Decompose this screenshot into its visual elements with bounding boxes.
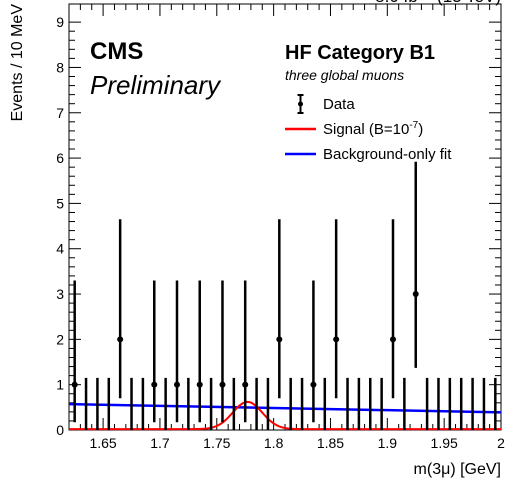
data-marker [219,381,226,388]
data-point [151,280,158,423]
data-point [174,280,180,423]
y-tick-label: 0 [56,422,64,438]
data-marker [310,381,317,388]
x-tick-label: 1.65 [89,435,116,451]
data-marker [276,336,283,343]
data-point [219,280,226,423]
x-axis-title: m(3μ) [GeV] [414,461,501,478]
legend-data-marker [298,101,303,107]
signal-curve [69,400,501,431]
data-marker [196,381,203,388]
cms-label: CMS [90,38,143,65]
x-tick-label: 1.7 [150,435,170,451]
legend-entry-data: Data [297,94,355,114]
y-tick-label: 6 [56,150,64,166]
x-tick-label: 1.75 [203,435,230,451]
data-point [117,219,124,399]
data-marker [174,381,180,388]
data-marker [242,381,249,388]
data-point [242,280,249,423]
category-title: HF Category B1 [285,42,435,64]
legend-entry-background: Background-only fit [285,146,452,163]
legend-label-data: Data [323,96,355,113]
data-point [71,280,78,423]
data-point [310,280,317,423]
background-fit-line [68,402,502,414]
x-tick-label: 1.85 [317,435,344,451]
header-lumi-text: 8.0 fb⁻¹ (13 TeV) [375,0,501,6]
x-tick-label: 2 [497,435,505,451]
x-tick-label: 1.9 [378,435,398,451]
y-axis-title: Events / 10 MeV [9,4,26,122]
x-tick-label: 1.95 [431,435,458,451]
data-marker [71,381,78,388]
data-marker [151,381,158,388]
y-tick-label: 3 [56,286,64,302]
y-tick-label: 2 [56,331,64,347]
data-marker [412,291,419,298]
legend-entry-signal: Signal (B=10-7) [285,120,423,138]
legend-label-background: Background-only fit [323,146,452,163]
category-subtitle: three global muons [285,67,404,83]
data-point [333,219,340,399]
x-tick-label: 1.8 [264,435,284,451]
data-marker [333,336,340,343]
legend-label-signal: Signal (B=10-7) [323,120,423,138]
data-marker [390,336,396,343]
data-point [412,161,419,368]
cms-sublabel: Preliminary [90,70,222,100]
y-tick-label: 9 [56,14,64,30]
y-tick-label: 4 [56,241,64,257]
y-tick-label: 7 [56,105,64,121]
y-tick-label: 1 [56,377,64,393]
data-point [196,280,203,423]
y-tick-label: 5 [56,195,64,211]
y-tick-label: 8 [56,59,64,75]
data-marker [117,336,124,343]
data-point [276,219,283,399]
data-point [390,219,396,399]
